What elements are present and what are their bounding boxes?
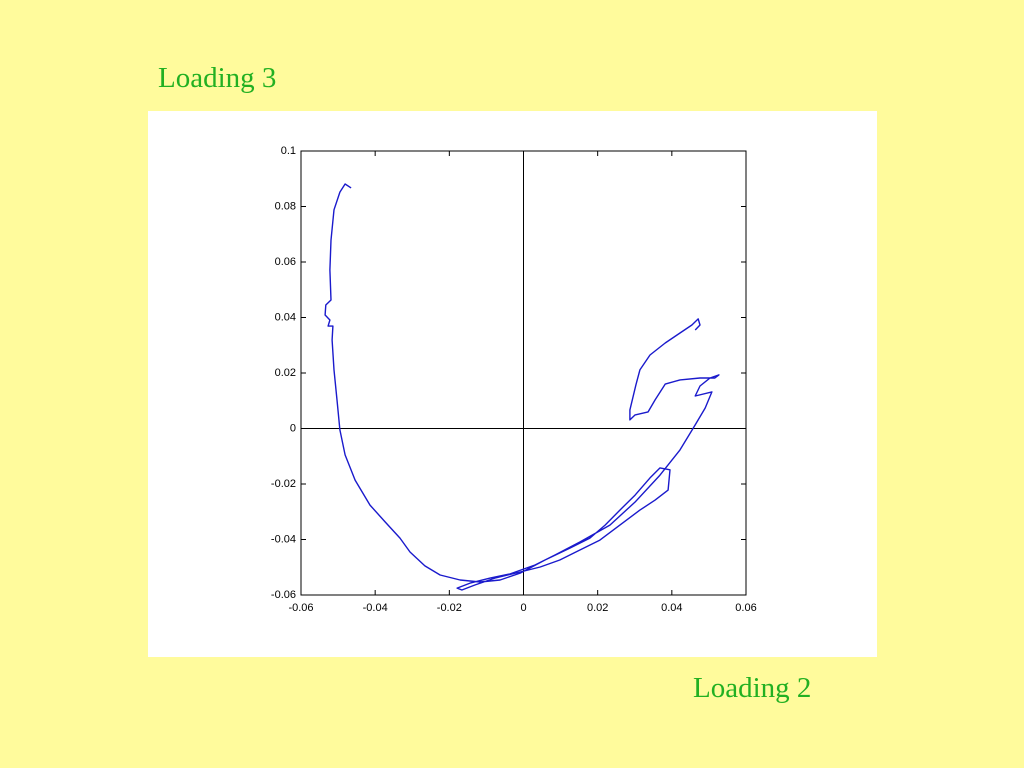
y-tick-label: 0.02 [275,367,296,379]
y-tick-label: -0.04 [271,533,296,545]
y-tick-label: 0.06 [275,256,296,268]
x-tick-label: 0.06 [735,602,756,614]
x-tick-label: -0.06 [288,602,313,614]
y-tick-label: -0.06 [271,589,296,601]
y-tick-label: -0.02 [271,478,296,490]
y-tick-label: 0.08 [275,200,296,212]
x-axis-label: Loading 2 [693,672,812,704]
y-tick-label: 0.04 [275,311,296,323]
x-tick-label: -0.02 [437,602,462,614]
y-tick-label: 0.1 [281,145,296,157]
plot-panel [148,111,877,657]
x-tick-label: 0 [520,602,526,614]
y-tick-label: 0 [290,422,296,434]
data-line [324,183,720,591]
x-tick-label: 0.02 [587,602,608,614]
x-tick-label: -0.04 [363,602,388,614]
x-tick-label: 0.04 [661,602,682,614]
y-axis-label: Loading 3 [158,62,277,94]
